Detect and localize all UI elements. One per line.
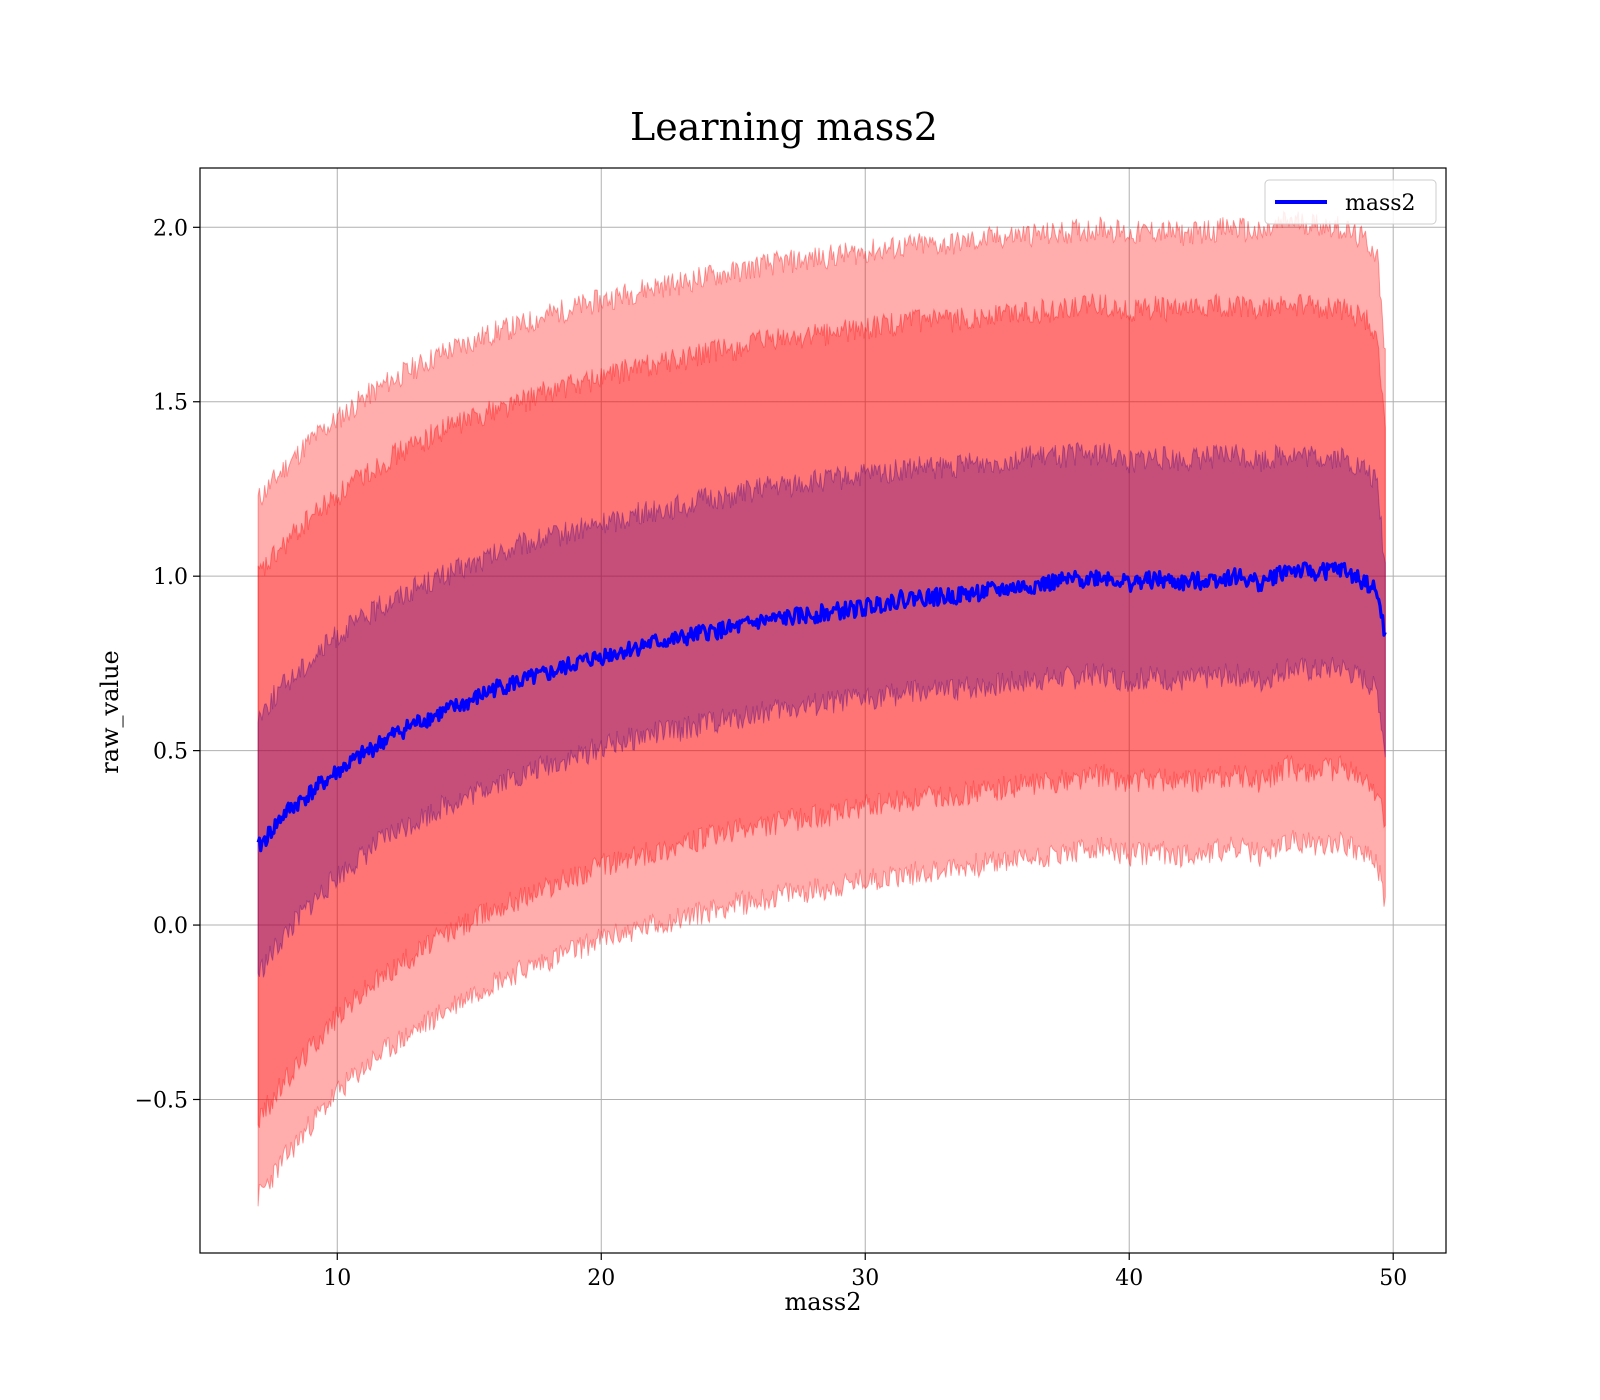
legend-box [1264,179,1437,225]
y-axis: −0.5 0.0 0.5 1.0 1.5 2.0 [135,216,200,1113]
series-line [256,561,1387,853]
y-tick-label: 2.0 [153,216,188,241]
x-tick-label: 20 [587,1266,615,1291]
confidence-band [257,293,1386,1129]
confidence-band [257,210,1386,1207]
x-tick-label: 50 [1379,1266,1407,1291]
x-axis: 10 20 30 40 50 [323,1253,1407,1291]
x-tick-label: 10 [323,1266,351,1291]
x-tick-label: 30 [851,1266,879,1291]
y-tick-label: 0.0 [153,914,188,939]
y-tick-label: −0.5 [135,1088,188,1113]
y-tick-label: 1.0 [153,565,188,590]
x-axis-label: mass2 [785,1288,862,1316]
x-tick-label: 40 [1115,1266,1143,1291]
legend: mass2 [1264,179,1437,225]
y-axis-label: raw_value [96,650,124,774]
legend-label: mass2 [1345,191,1416,216]
grid [200,168,1446,1253]
y-tick-label: 1.5 [153,391,188,416]
plot-frame [199,167,1447,1254]
series-lines [256,561,1387,853]
confidence-bands [257,210,1386,1207]
chart-title: Learning mass2 [630,105,938,149]
y-tick-label: 0.5 [153,740,188,765]
